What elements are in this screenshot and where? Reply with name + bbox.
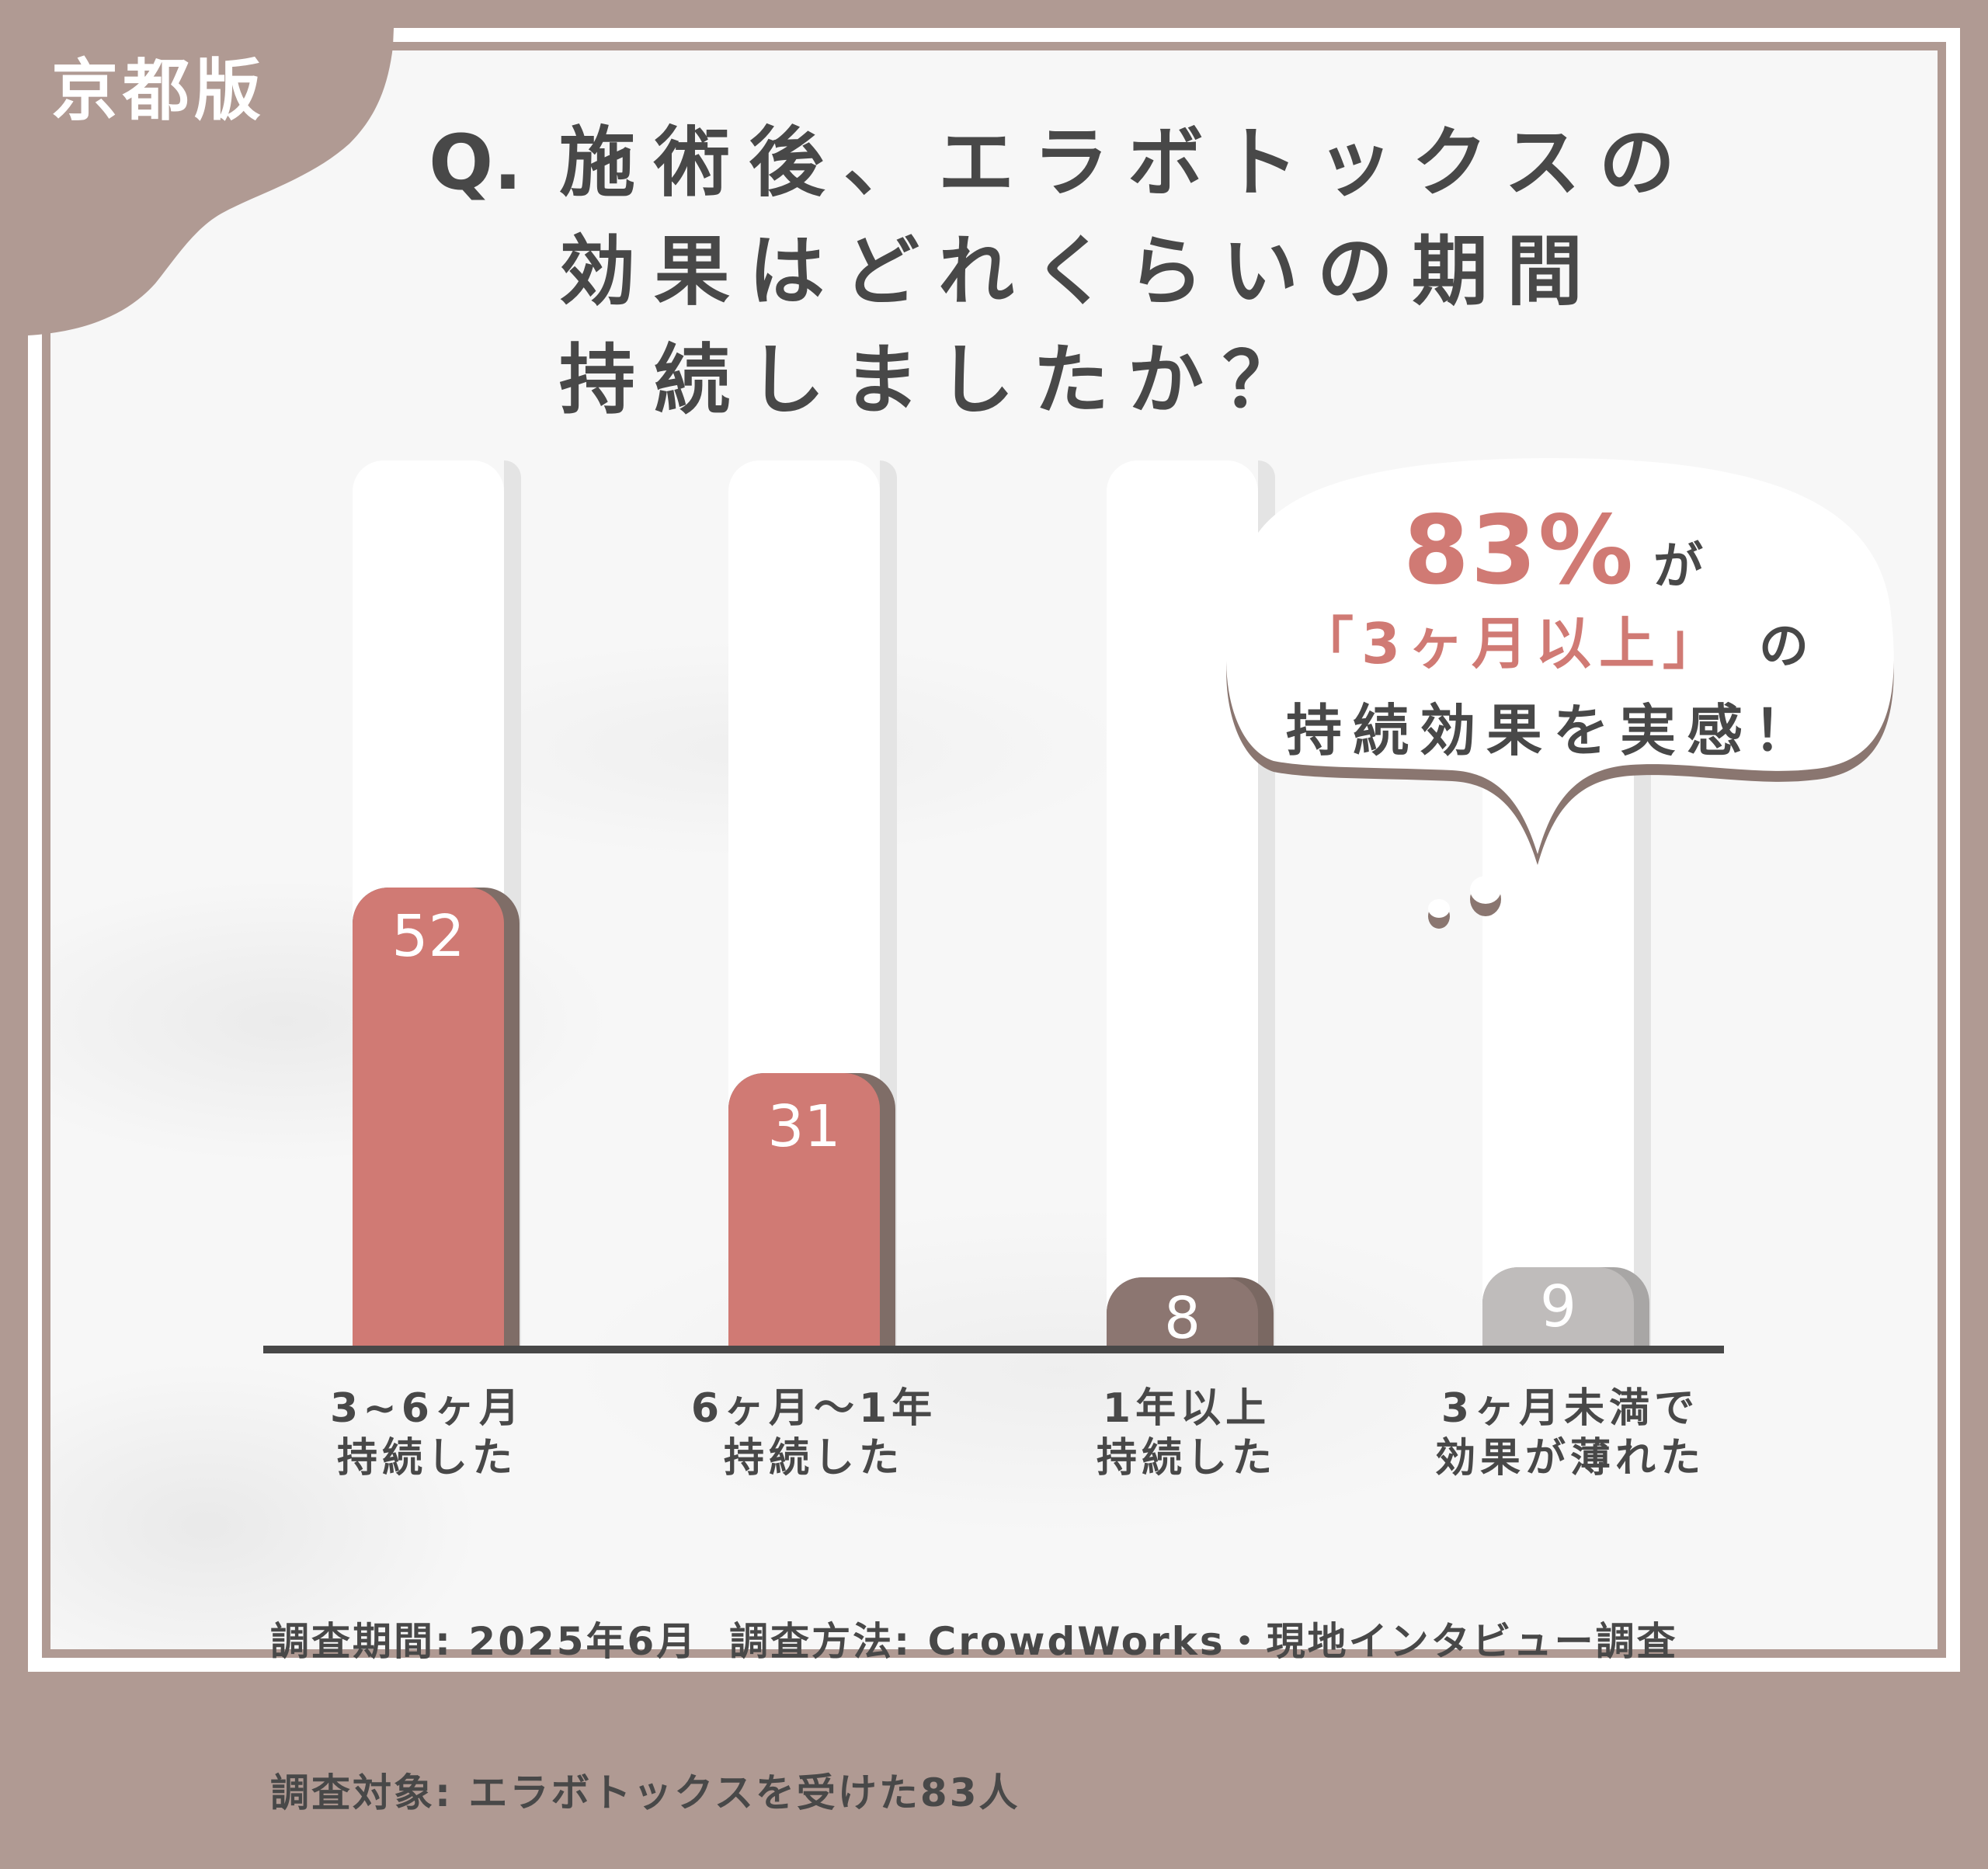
bar-over-1-year: 8 [1107, 1277, 1274, 1350]
category-label-3: 1年以上 持続した [1096, 1385, 1277, 1482]
x-axis-line [263, 1346, 1724, 1353]
callout-bubble [1226, 458, 1894, 929]
bar-under-3-months: 9 [1482, 1267, 1649, 1350]
category-label-2: 6ヶ月～1年 持続した [690, 1385, 937, 1482]
bar-track-3 [1107, 460, 1258, 1350]
region-badge: 京都版 [51, 52, 266, 130]
survey-period-method: 調査期間: 2025年6月 調査方法: CrowdWorks・現地インタビュー調… [270, 1619, 1678, 1664]
callout-highlight: 「3ヶ月以上」 [1297, 611, 1727, 676]
frame-inner-border [42, 42, 1946, 1658]
bar-6-12-months: 31 [728, 1073, 895, 1350]
survey-notes: 調査期間: 2025年6月 調査方法: CrowdWorks・現地インタビュー調… [270, 1516, 1678, 1869]
title-line-1: 施術後、エラボトックスの [559, 119, 1694, 207]
question-prefix: Q. [429, 119, 523, 207]
bar-value: 31 [767, 1093, 841, 1160]
bar-value: 52 [391, 903, 465, 970]
question-title: Q. 施術後、エラボトックスの 効果はどれくらいの期間 持続しましたか？ [429, 109, 1694, 435]
callout-line-3: 持続効果を実感！ [1285, 698, 1820, 763]
title-line-3: 持続しましたか？ [559, 336, 1318, 425]
category-label-1: 3~6ヶ月 持続した [330, 1385, 524, 1482]
bar-value: 9 [1539, 1273, 1577, 1340]
category-label-4: 3ヶ月未満で 効果が薄れた [1434, 1385, 1705, 1482]
bar-value: 8 [1163, 1285, 1201, 1350]
bar-3-6-months: 52 [353, 888, 520, 1350]
corner-badge-shape [0, 0, 435, 349]
callout-percent: 83% [1402, 495, 1635, 606]
title-line-2: 効果はどれくらいの期間 [559, 228, 1602, 316]
survey-target: 調査対象: エラボトックスを受けた83人 [270, 1770, 1020, 1815]
